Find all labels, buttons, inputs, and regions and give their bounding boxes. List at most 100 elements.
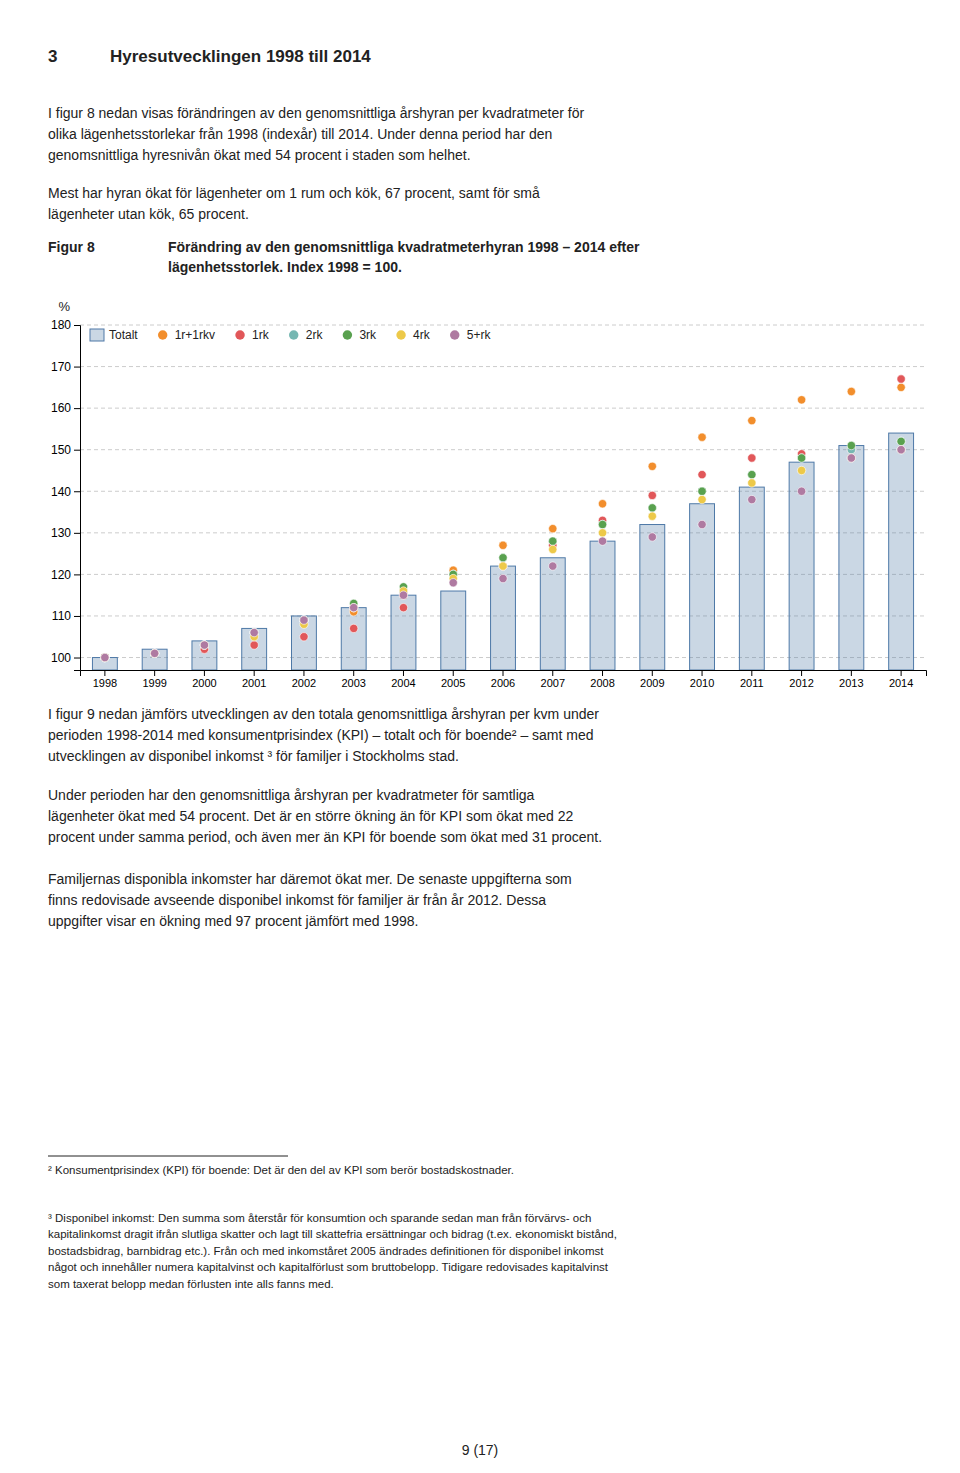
x-tick-mark bbox=[552, 670, 553, 676]
paragraph-line: olika lägenhetsstorlekar från 1998 (inde… bbox=[48, 126, 552, 142]
point bbox=[300, 616, 308, 624]
x-axis-line bbox=[81, 671, 927, 677]
point bbox=[150, 649, 158, 657]
point bbox=[598, 537, 606, 545]
point bbox=[150, 649, 158, 657]
y-tick-label: 110 bbox=[52, 609, 71, 623]
x-tick: 2003 bbox=[341, 670, 365, 689]
bar bbox=[839, 446, 864, 670]
grid-line bbox=[80, 408, 926, 409]
point bbox=[499, 554, 507, 562]
grid-line bbox=[80, 325, 926, 326]
x-tick: 2008 bbox=[590, 670, 614, 689]
x-tick-mark bbox=[851, 670, 852, 676]
series-0 bbox=[92, 433, 913, 670]
point bbox=[797, 454, 805, 462]
x-tick-mark bbox=[702, 670, 703, 676]
x-tick: 2011 bbox=[740, 670, 764, 689]
y-tick-mark bbox=[74, 367, 80, 368]
x-tick-mark bbox=[204, 670, 205, 676]
y-tick-label: 170 bbox=[51, 360, 71, 374]
point bbox=[101, 653, 109, 661]
x-tick-label: 2010 bbox=[690, 677, 714, 689]
legend-swatch bbox=[450, 330, 459, 339]
y-tick-mark bbox=[74, 450, 80, 451]
point bbox=[250, 628, 258, 636]
x-tick-label: 2005 bbox=[441, 677, 465, 689]
point bbox=[399, 591, 407, 599]
point bbox=[250, 628, 258, 636]
x-tick: 2012 bbox=[789, 670, 813, 689]
y-tick: 130 bbox=[51, 526, 80, 540]
grid-line bbox=[80, 449, 926, 450]
x-tick-mark bbox=[801, 670, 802, 676]
point bbox=[897, 437, 905, 445]
x-tick-mark bbox=[353, 670, 354, 676]
y-tick-label: 160 bbox=[51, 401, 71, 415]
point bbox=[101, 653, 109, 661]
x-tick-label: 2003 bbox=[341, 677, 365, 689]
series-6 bbox=[101, 446, 906, 662]
x-tick-mark bbox=[453, 670, 454, 676]
chart-title: Figur 8 bbox=[48, 239, 95, 255]
point bbox=[350, 624, 358, 632]
bar bbox=[292, 616, 317, 670]
paragraph-line: procent under samma period, och även mer… bbox=[48, 829, 602, 845]
point bbox=[549, 537, 557, 545]
y-tick-label: 120 bbox=[51, 568, 71, 582]
point bbox=[300, 616, 308, 624]
point bbox=[150, 649, 158, 657]
y-tick-label: 100 bbox=[51, 651, 71, 665]
chart-subtitle: lägenhetsstorlek. Index 1998 = 100. bbox=[168, 259, 402, 275]
footnote-line: bostadsbidrag, barnbidrag etc.). Från oc… bbox=[48, 1245, 604, 1257]
x-tick-label: 2008 bbox=[590, 677, 614, 689]
x-tick: 2009 bbox=[640, 670, 664, 689]
point bbox=[399, 603, 407, 611]
bar bbox=[640, 525, 665, 670]
y-tick-mark bbox=[74, 408, 80, 409]
point bbox=[549, 545, 557, 553]
point bbox=[847, 454, 855, 462]
point bbox=[549, 524, 557, 532]
x-tick-label: 2002 bbox=[292, 677, 316, 689]
point bbox=[598, 520, 606, 528]
point bbox=[150, 649, 158, 657]
x-tick: 1998 bbox=[93, 670, 117, 689]
bar bbox=[391, 595, 416, 670]
point bbox=[648, 462, 656, 470]
paragraph-line: Mest har hyran ökat för lägenheter om 1 … bbox=[48, 185, 540, 201]
bar bbox=[142, 649, 167, 670]
y-tick-mark bbox=[74, 533, 80, 534]
x-tick: 2013 bbox=[839, 670, 863, 689]
x-tick-mark bbox=[403, 670, 404, 676]
legend-item: 1rk bbox=[235, 328, 269, 342]
x-tick-mark bbox=[104, 670, 105, 676]
x-tick-mark bbox=[254, 670, 255, 676]
point bbox=[648, 512, 656, 520]
point bbox=[897, 446, 905, 454]
x-tick: 2002 bbox=[292, 670, 316, 689]
point bbox=[499, 554, 507, 562]
point bbox=[300, 633, 308, 641]
y-tick: 140 bbox=[51, 485, 80, 499]
legend-label: 4rk bbox=[413, 328, 431, 342]
y-tick-label: 140 bbox=[51, 485, 71, 499]
point bbox=[200, 641, 208, 649]
y-tick: 100 bbox=[51, 651, 80, 665]
x-tick: 2005 bbox=[441, 670, 465, 689]
footnote-line: som taxerat belopp medan förlusten inte … bbox=[48, 1278, 334, 1290]
point bbox=[200, 641, 208, 649]
paragraph-line: I figur 9 nedan jämförs utvecklingen av … bbox=[48, 706, 599, 722]
point bbox=[698, 470, 706, 478]
y-axis: 100110120130140150160170180 bbox=[51, 318, 81, 670]
legend-label: 1r+1rkv bbox=[175, 328, 215, 342]
point bbox=[598, 520, 606, 528]
x-tick-label: 2014 bbox=[889, 677, 913, 689]
legend-swatch bbox=[235, 330, 244, 339]
x-tick-mark bbox=[652, 670, 653, 676]
legend-label: Totalt bbox=[109, 328, 138, 342]
bar bbox=[690, 504, 715, 670]
series-2 bbox=[101, 375, 906, 662]
bar bbox=[441, 591, 466, 670]
paragraph-line: Under perioden har den genomsnittliga år… bbox=[48, 787, 535, 803]
